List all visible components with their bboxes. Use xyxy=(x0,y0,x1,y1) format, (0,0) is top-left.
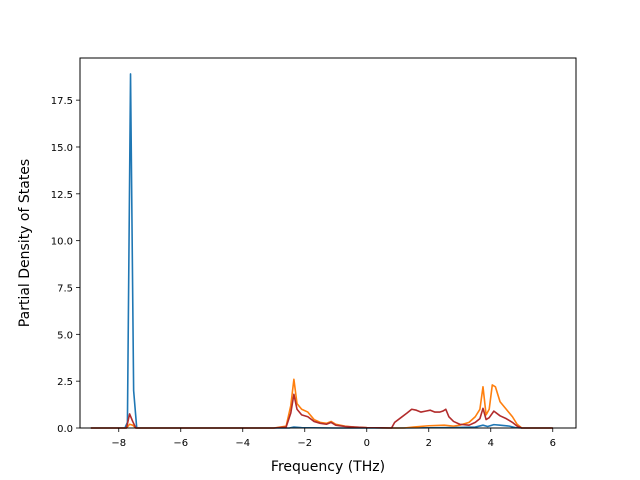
plot-lines xyxy=(90,73,553,429)
series-line-2 xyxy=(90,393,553,429)
y-tick-label: 12.5 xyxy=(51,190,73,201)
x-tick-label: −8 xyxy=(111,438,126,449)
x-tick-label: 2 xyxy=(426,438,432,449)
x-tick-label: −2 xyxy=(297,438,312,449)
x-tick-label: 4 xyxy=(488,438,494,449)
y-tick-label: 17.5 xyxy=(51,96,73,107)
y-tick-label: 15.0 xyxy=(51,143,73,154)
y-tick-label: 2.5 xyxy=(57,377,73,388)
x-tick-label: −6 xyxy=(173,438,188,449)
x-tick-label: −4 xyxy=(235,438,250,449)
y-axis-label: Partial Density of States xyxy=(17,159,33,327)
y-tick-label: 10.0 xyxy=(51,237,73,248)
series-line-0 xyxy=(90,73,553,429)
y-tick-label: 7.5 xyxy=(57,283,73,294)
x-tick-label: 6 xyxy=(550,438,556,449)
series-line-1 xyxy=(90,378,553,429)
x-tick-label: 0 xyxy=(364,438,370,449)
y-tick-label: 0.0 xyxy=(57,424,73,435)
plot-frame xyxy=(79,57,577,429)
y-ticks: 0.0 2.5 5.0 7.5 10.0 12.5 15.0 17.5 xyxy=(51,96,80,435)
x-axis-label: Frequency (THz) xyxy=(271,459,385,475)
y-tick-label: 5.0 xyxy=(57,330,73,341)
x-ticks: −8 −6 −4 −2 0 2 4 6 xyxy=(111,428,556,449)
